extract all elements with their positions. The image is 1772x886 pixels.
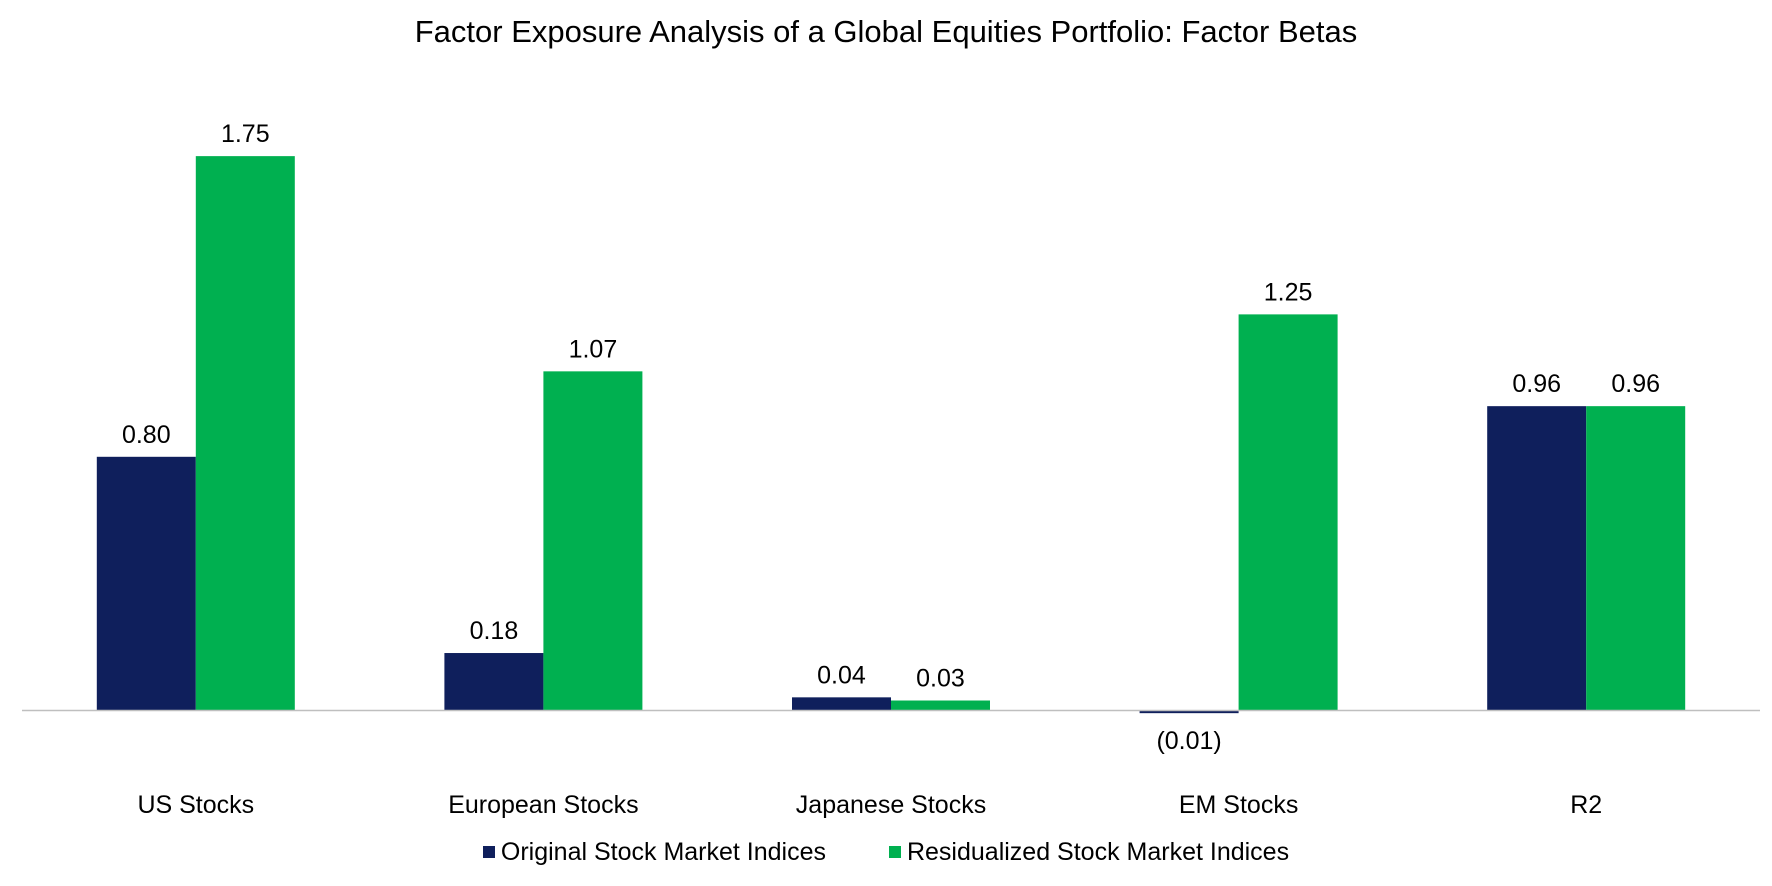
legend-item-original: Original Stock Market Indices [482,837,827,867]
bar-residualized-1 [543,371,643,710]
bar-residualized-2 [891,700,990,710]
bar-residualized-0 [195,156,295,710]
bar-original-0 [96,456,196,710]
legend-swatch-residualized [888,846,901,858]
data-label-original-3: (0.01) [1156,727,1221,755]
data-label-residualized-0: 1.75 [221,120,270,148]
category-label-3: EM Stocks [1179,791,1298,819]
bar-original-4 [1487,406,1587,710]
category-label-2: Japanese Stocks [796,791,986,819]
bar-original-2 [792,697,891,710]
legend: Original Stock Market Indices Residualiz… [0,836,1772,867]
legend-item-residualized: Residualized Stock Market Indices [888,837,1290,867]
data-label-residualized-2: 0.03 [916,665,965,693]
category-label-0: US Stocks [137,791,254,819]
data-label-residualized-4: 0.96 [1611,370,1660,398]
bar-original-1 [444,653,544,710]
data-label-original-1: 0.18 [470,617,519,645]
legend-swatch-original [482,846,495,858]
category-label-4: R2 [1570,791,1602,819]
data-label-original-4: 0.96 [1512,370,1561,398]
data-label-original-0: 0.80 [122,421,171,449]
bar-residualized-3 [1238,314,1338,710]
legend-label-original: Original Stock Market Indices [500,837,827,866]
bar-residualized-4 [1586,406,1686,710]
data-label-original-2: 0.04 [817,661,866,689]
bar-original-3 [1139,710,1239,714]
legend-label-residualized: Residualized Stock Market Indices [906,837,1290,866]
chart-title: Factor Exposure Analysis of a Global Equ… [414,14,1358,49]
data-label-residualized-3: 1.25 [1264,278,1313,306]
data-label-residualized-1: 1.07 [569,335,618,363]
category-label-1: European Stocks [448,791,638,819]
